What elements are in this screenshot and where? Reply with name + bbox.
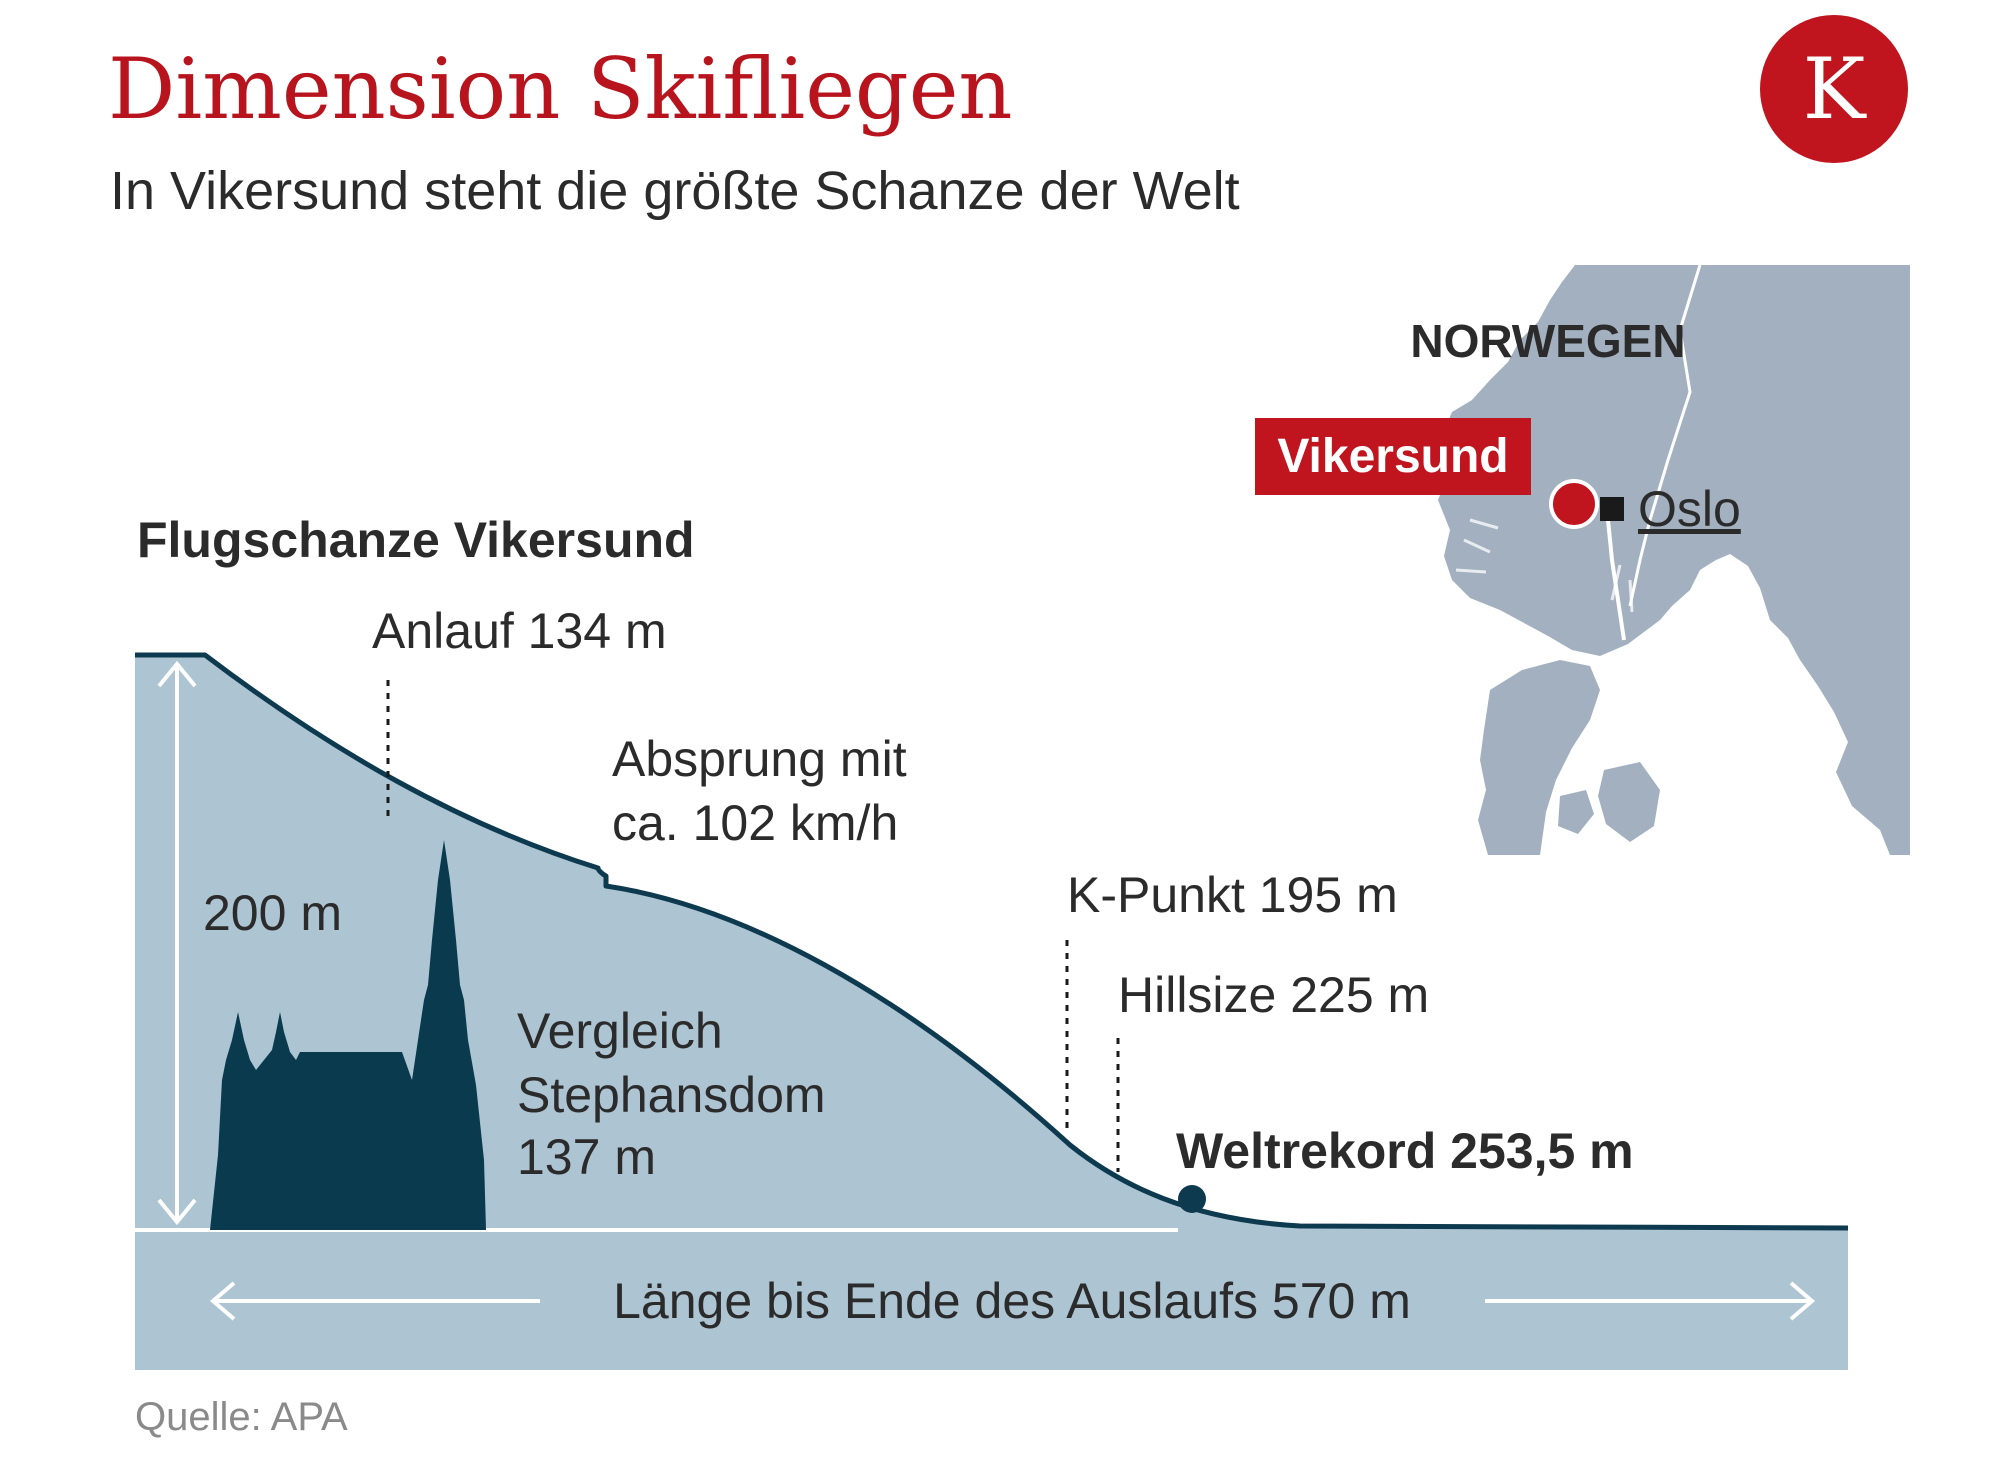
diagram-heading: Flugschanze Vikersund [137,512,695,568]
map-land-funen [1558,790,1594,834]
map-capital-label: Oslo [1638,481,1741,537]
map-site-label: Vikersund [1277,430,1508,483]
vergleich-label-line1: Vergleich [517,1003,723,1059]
map-land-denmark [1478,660,1600,855]
ski-jump-profile [135,655,1848,1230]
map-site-badge [1255,418,1531,495]
height-label: 200 m [203,885,342,941]
ski-jump-outline [135,652,1849,1231]
anlauf-label: Anlauf 134 m [372,603,667,659]
map-coast-detail [1455,518,1634,613]
map-capital-marker [1600,497,1624,521]
map-land-scandinavia [1438,265,1910,855]
hillsize-label: Hillsize 225 m [1118,967,1429,1023]
map-oslofjord [1606,519,1626,641]
height-arrow [157,660,197,1226]
map-norway: NORWEGEN Vikersund Oslo [1255,264,1910,855]
map-country-label: NORWEGEN [1410,315,1685,367]
vergleich-label-line2: Stephansdom [517,1067,826,1123]
length-arrows [209,1281,1816,1321]
vergleich-label-line3: 137 m [517,1129,656,1185]
weltrekord-label: Weltrekord 253,5 m [1176,1123,1634,1179]
map-border-norway-sweden [1628,264,1702,607]
stephansdom-silhouette [210,840,486,1230]
k-punkt-label: K-Punkt 195 m [1067,867,1398,923]
marker-lines [386,680,1120,1172]
logo-letter: K [1803,40,1868,138]
laenge-label: Länge bis Ende des Auslaufs 570 m [613,1273,1411,1329]
absprung-label-line1: Absprung mit [612,731,907,787]
page-subtitle: In Vikersund steht die größte Schanze de… [110,161,1240,221]
logo: K [1760,15,1908,163]
absprung-label-line2: ca. 102 km/h [612,795,898,851]
weltrekord-point [1178,1185,1206,1213]
map-land-zealand [1598,762,1660,842]
page-title: Dimension Skifliegen [108,40,1013,138]
map-site-marker [1549,479,1599,529]
logo-circle [1760,15,1908,163]
source-note: Quelle: APA [135,1395,348,1439]
